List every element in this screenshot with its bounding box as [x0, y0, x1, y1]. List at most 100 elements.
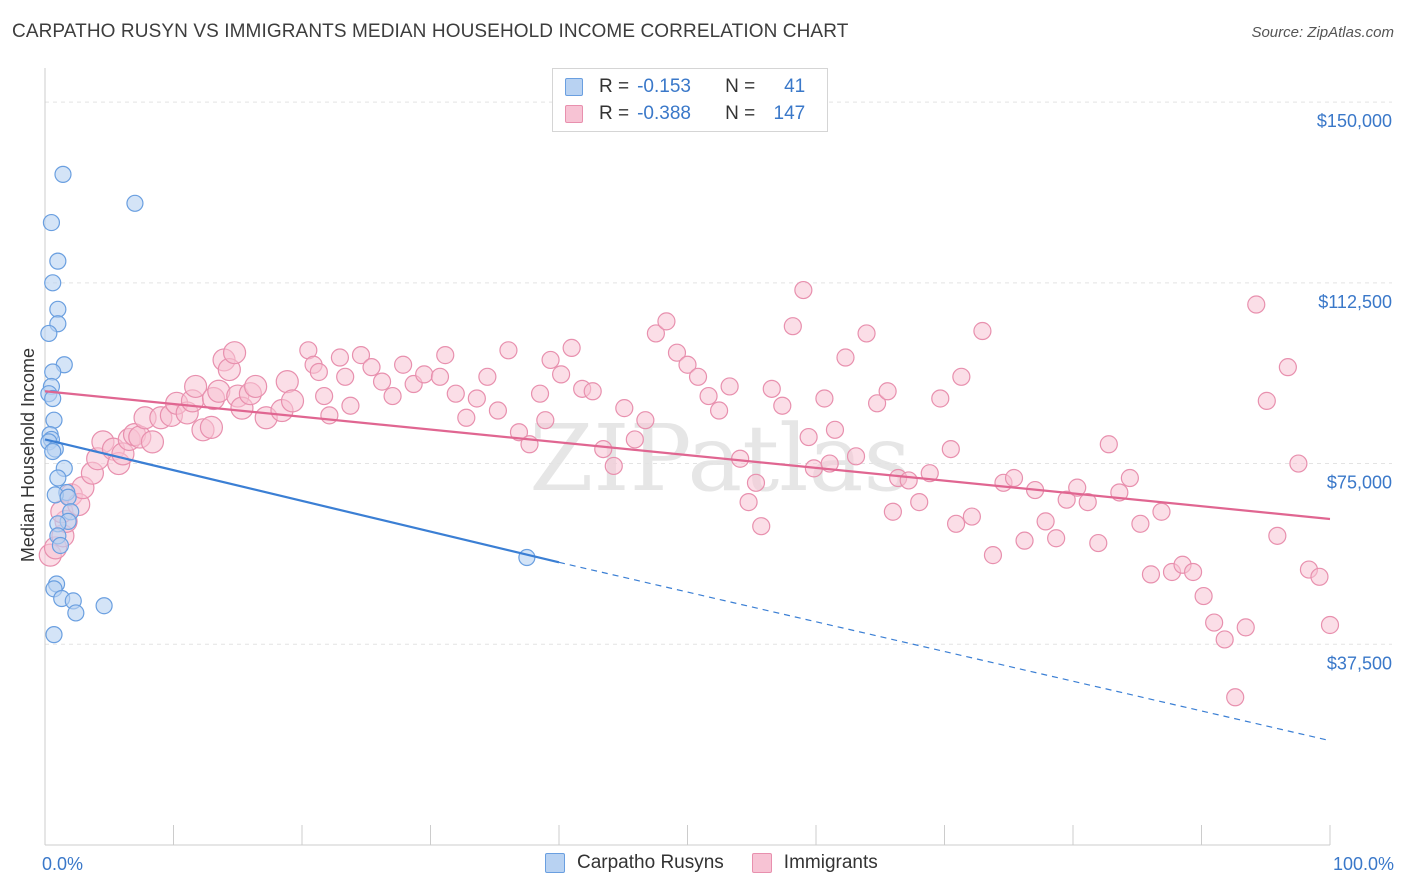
immigrants-point: [1089, 533, 1108, 553]
immigrants-point: [184, 374, 208, 399]
immigrants-point: [946, 514, 966, 533]
immigrants-point: [351, 346, 371, 365]
immigrants-point: [739, 493, 758, 512]
immigrants-point: [1036, 512, 1055, 531]
immigrants-point: [836, 348, 855, 367]
immigrants-point: [752, 517, 771, 536]
immigrants-point: [604, 456, 623, 476]
immigrants-point: [657, 312, 676, 331]
carpatho-point: [49, 252, 67, 270]
legend-swatch-blue: [565, 78, 583, 96]
immigrants-point: [562, 338, 581, 357]
immigrants-point: [1278, 358, 1297, 377]
carpatho-point: [54, 165, 72, 183]
immigrants-point: [362, 358, 381, 377]
legend-n-label: N =: [725, 103, 756, 124]
immigrants-point: [446, 384, 465, 403]
series-label: Carpatho Rusyns: [577, 852, 724, 873]
immigrants-point: [1320, 615, 1340, 635]
immigrants-point: [1236, 618, 1255, 637]
immigrants-point: [583, 382, 602, 401]
immigrants-point: [430, 367, 450, 386]
immigrants-point: [825, 420, 845, 439]
x-tick-label: 0.0%: [42, 854, 83, 874]
immigrants-point: [488, 401, 508, 420]
series-legend-immigrants: Immigrants: [751, 852, 878, 874]
correlation-legend: R = -0.153 N = 41 R = -0.388 N = 147: [552, 68, 828, 132]
immigrants-point: [699, 386, 718, 406]
immigrants-point: [315, 386, 334, 406]
immigrants-point: [383, 386, 402, 406]
immigrants-point: [983, 546, 1003, 565]
immigrants-point: [330, 348, 350, 367]
immigrants-point: [846, 447, 866, 466]
immigrants-point: [499, 341, 518, 360]
carpatho-point: [126, 194, 144, 212]
immigrants-point: [615, 399, 634, 418]
series-swatch-pink: [751, 853, 772, 873]
immigrants-point: [678, 355, 697, 374]
immigrants-point: [280, 389, 305, 413]
carpatho-point: [45, 626, 63, 644]
immigrants-point: [773, 396, 792, 415]
immigrants-point: [688, 367, 708, 386]
legend-r-label: R =: [599, 103, 630, 124]
legend-r-label: R =: [599, 76, 630, 97]
immigrants-point: [320, 406, 339, 425]
immigrants-point: [1289, 454, 1308, 473]
carpatho-point: [518, 548, 536, 567]
immigrants-point: [415, 365, 434, 384]
y-tick-label: $37,500: [1327, 653, 1392, 673]
immigrants-point: [783, 317, 802, 336]
immigrants-point: [1205, 613, 1224, 632]
immigrants-point: [199, 415, 224, 440]
immigrants-point: [509, 423, 529, 442]
immigrants-point: [336, 367, 355, 386]
immigrants-point: [1247, 295, 1266, 314]
y-tick-label: $150,000: [1317, 111, 1392, 131]
immigrants-point: [1215, 630, 1234, 649]
immigrants-point: [536, 411, 555, 430]
y-tick-label: $75,000: [1327, 473, 1392, 493]
immigrants-point: [899, 471, 918, 490]
immigrants-point: [720, 377, 739, 396]
y-tick-label: $112,500: [1318, 292, 1392, 312]
immigrants-point: [1057, 490, 1076, 509]
immigrants-point: [931, 389, 950, 408]
immigrants-point: [1257, 391, 1276, 410]
immigrants-point: [878, 382, 897, 401]
immigrants-point: [799, 427, 818, 447]
immigrants-point: [1068, 478, 1087, 497]
immigrants-point: [920, 464, 939, 483]
immigrants-point: [140, 430, 165, 454]
immigrants-point: [815, 389, 834, 408]
immigrants-point: [1310, 567, 1329, 586]
immigrants-point: [552, 365, 571, 384]
immigrants-point: [952, 367, 971, 386]
immigrants-point: [1131, 514, 1150, 533]
series-legend-carpatho: Carpatho Rusyns: [545, 852, 724, 874]
source-credit: Source: ZipAtlas.com: [1251, 24, 1394, 41]
immigrants-point: [594, 439, 613, 459]
series-legend: Carpatho Rusyns Immigrants: [545, 852, 906, 874]
immigrants-point: [709, 401, 729, 420]
immigrants-point: [883, 502, 902, 521]
legend-n-label: N =: [725, 76, 756, 97]
immigrants-point: [746, 473, 766, 492]
legend-swatch-pink: [565, 105, 583, 123]
immigrants-point: [1194, 586, 1213, 606]
immigrants-point: [244, 374, 268, 399]
immigrants-point: [867, 394, 887, 413]
carpatho-point: [40, 324, 58, 343]
immigrants-point: [394, 355, 413, 374]
immigrants-point: [646, 324, 666, 343]
immigrants-point: [794, 280, 813, 300]
legend-r-value: -0.153: [637, 76, 691, 97]
immigrants-point: [1141, 565, 1161, 584]
immigrants-point: [973, 321, 992, 341]
immigrants-point: [372, 372, 392, 391]
immigrants-point: [436, 346, 455, 365]
immigrants-point: [1183, 562, 1203, 582]
immigrants-point: [962, 507, 981, 526]
immigrants-point: [1226, 688, 1245, 707]
